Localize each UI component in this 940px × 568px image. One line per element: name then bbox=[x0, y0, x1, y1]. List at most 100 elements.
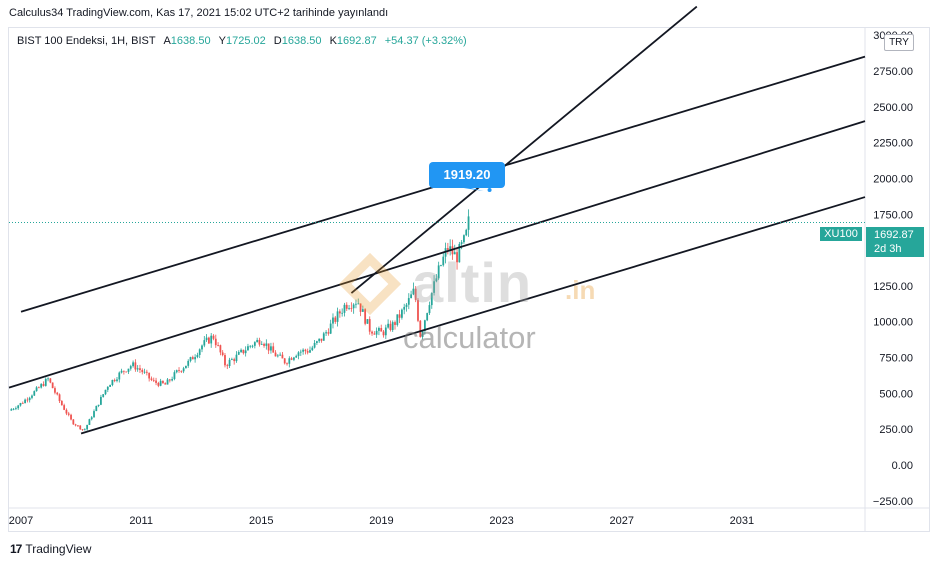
candle-body bbox=[182, 368, 185, 372]
candle-body bbox=[463, 235, 465, 243]
candle-body bbox=[366, 319, 369, 324]
candle-body bbox=[88, 419, 91, 425]
price-callout[interactable]: 1919.20 bbox=[429, 162, 505, 188]
candle-body bbox=[295, 355, 298, 358]
candle-body bbox=[235, 354, 238, 362]
candle-body bbox=[299, 351, 302, 353]
candle-body bbox=[403, 306, 406, 310]
candle-body bbox=[446, 248, 449, 250]
y-tick-label: 0.00 bbox=[892, 460, 913, 472]
candle-body bbox=[19, 403, 22, 406]
candle-body bbox=[350, 307, 353, 309]
candle-body bbox=[240, 349, 242, 352]
candle-body bbox=[42, 384, 45, 386]
candle-body bbox=[127, 368, 130, 372]
candle-body bbox=[44, 378, 47, 386]
chart-pane[interactable] bbox=[8, 27, 930, 532]
candle-body bbox=[201, 345, 203, 350]
candle-body bbox=[171, 378, 174, 381]
y-tick-label: 1250.00 bbox=[873, 281, 913, 293]
series-legend[interactable]: BIST 100 Endeksi, 1H, BIST A1638.50 Y172… bbox=[17, 35, 467, 47]
candle-body bbox=[332, 317, 334, 324]
candle-body bbox=[302, 349, 305, 352]
candle-body bbox=[132, 362, 134, 367]
candle-body bbox=[35, 387, 38, 392]
candle-body bbox=[407, 298, 410, 305]
candle-body bbox=[205, 337, 208, 341]
currency-button[interactable]: TRY bbox=[884, 34, 914, 51]
candle-body bbox=[10, 409, 13, 411]
candle-body bbox=[26, 399, 29, 401]
candle-body bbox=[341, 312, 344, 314]
candle-body bbox=[440, 265, 442, 266]
candle-body bbox=[212, 335, 215, 339]
candle-body bbox=[306, 351, 309, 353]
candle-body bbox=[260, 343, 263, 345]
candle-body bbox=[217, 345, 219, 346]
candle-body bbox=[465, 229, 468, 236]
candle-body bbox=[230, 359, 233, 360]
candle-body bbox=[198, 349, 201, 355]
candle-body bbox=[398, 314, 401, 318]
candle-body bbox=[152, 379, 155, 381]
candle-body bbox=[60, 401, 63, 406]
candle-body bbox=[256, 339, 259, 343]
candle-body bbox=[336, 311, 339, 322]
y-tick-label: 250.00 bbox=[879, 424, 913, 436]
candle-body bbox=[58, 394, 61, 402]
legend-high: 1725.02 bbox=[225, 35, 266, 47]
candle-body bbox=[304, 349, 307, 352]
candle-body bbox=[125, 371, 128, 373]
candle-body bbox=[237, 351, 240, 355]
candle-body bbox=[313, 342, 316, 348]
candle-body bbox=[428, 305, 431, 314]
candle-body bbox=[355, 303, 357, 305]
candle-body bbox=[433, 281, 435, 293]
candle-body bbox=[359, 303, 362, 312]
candle-body bbox=[56, 392, 59, 395]
candle-body bbox=[189, 357, 192, 361]
tradingview-logo[interactable]: 17 TradingView bbox=[10, 542, 91, 556]
candle-body bbox=[116, 379, 118, 381]
candle-body bbox=[24, 399, 26, 404]
candle-body bbox=[419, 320, 422, 337]
candle-body bbox=[394, 322, 396, 325]
candle-body bbox=[320, 338, 323, 341]
candle-body bbox=[442, 256, 445, 266]
candle-body bbox=[185, 365, 187, 369]
candle-body bbox=[109, 385, 111, 387]
x-tick-label: 2023 bbox=[489, 515, 513, 527]
candle-body bbox=[86, 424, 89, 430]
candle-body bbox=[315, 341, 318, 343]
legend-low: 1638.50 bbox=[281, 35, 322, 47]
candle-body bbox=[122, 370, 125, 372]
candle-body bbox=[129, 366, 132, 369]
candle-body bbox=[467, 216, 470, 230]
candle-body bbox=[72, 419, 75, 425]
candle-body bbox=[90, 417, 93, 420]
legend-symbol: BIST 100 Endeksi, 1H, BIST bbox=[17, 35, 156, 47]
candle-body bbox=[391, 322, 394, 330]
candle-body bbox=[134, 362, 137, 370]
candle-body bbox=[410, 294, 412, 299]
y-tick-label: 1750.00 bbox=[873, 209, 913, 221]
candle-body bbox=[178, 370, 180, 371]
candle-body bbox=[449, 246, 452, 250]
candle-body bbox=[357, 303, 360, 305]
callout-anchor bbox=[487, 188, 492, 193]
candle-body bbox=[104, 389, 107, 395]
candle-body bbox=[458, 243, 461, 263]
candle-body bbox=[63, 405, 66, 410]
candle-body bbox=[286, 363, 288, 365]
candle-body bbox=[12, 408, 15, 410]
candle-body bbox=[281, 354, 284, 359]
candle-body bbox=[139, 368, 141, 370]
candle-body bbox=[334, 317, 337, 322]
candle-body bbox=[21, 403, 24, 404]
candle-body bbox=[405, 304, 408, 307]
legend-change: +54.37 (+3.32%) bbox=[384, 35, 467, 47]
candle-body bbox=[40, 384, 43, 388]
candle-body bbox=[293, 357, 295, 360]
candle-body bbox=[226, 365, 229, 367]
candle-body bbox=[288, 358, 291, 364]
